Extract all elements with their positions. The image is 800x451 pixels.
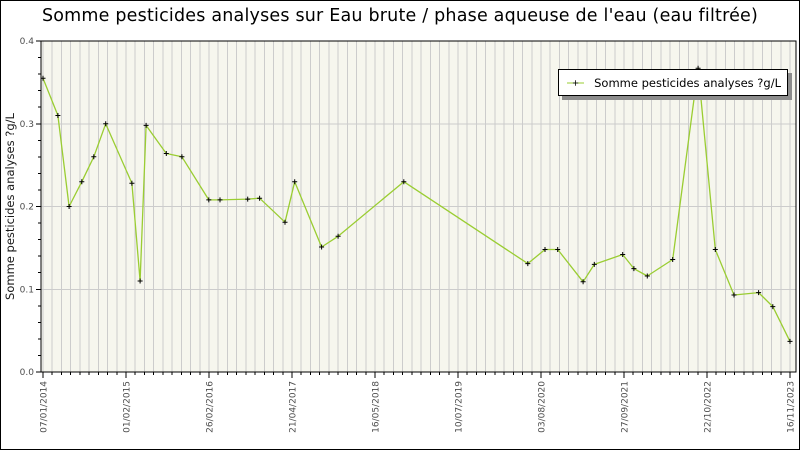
y-axis-label: Somme pesticides analyses ?g/L <box>3 112 17 299</box>
legend: Somme pesticides analyses ?g/L <box>558 69 788 96</box>
data-point-marker <box>631 266 637 272</box>
data-point-marker <box>103 121 109 127</box>
x-tick-label: 22/10/2022 <box>704 381 714 433</box>
y-tick-label: 0.2 <box>20 203 34 213</box>
data-point-marker <box>91 154 97 160</box>
data-point-marker <box>129 180 135 186</box>
y-tick-label: 0.3 <box>20 120 34 130</box>
data-point-marker <box>770 304 776 310</box>
data-point-marker <box>580 279 586 285</box>
data-point-marker <box>55 113 61 118</box>
data-point-marker <box>282 219 288 225</box>
data-point-marker <box>525 261 531 267</box>
data-point-marker <box>292 179 298 185</box>
y-tick-label: 0.4 <box>20 37 35 47</box>
data-point-marker <box>756 290 762 296</box>
x-tick-label: 03/08/2020 <box>538 381 548 433</box>
x-tick-label: 26/02/2016 <box>206 381 216 433</box>
data-point-marker <box>401 179 407 185</box>
data-point-marker <box>206 197 212 203</box>
y-tick-label: 0.1 <box>20 285 34 295</box>
data-point-marker <box>137 278 143 284</box>
data-point-marker <box>542 247 548 252</box>
data-point-marker <box>163 151 169 156</box>
x-tick-label: 16/05/2018 <box>372 381 382 433</box>
data-point-marker <box>143 122 149 128</box>
data-point-marker <box>217 197 223 203</box>
x-tick-label: 07/01/2014 <box>40 381 50 433</box>
data-point-marker <box>66 204 72 209</box>
data-point-marker <box>670 257 676 262</box>
data-point-marker <box>319 244 325 250</box>
x-tick-label: 27/09/2021 <box>621 381 631 433</box>
data-point-marker <box>79 179 85 185</box>
data-point-marker <box>712 247 718 252</box>
x-tick-label: 16/11/2023 <box>787 381 797 433</box>
plot-frame <box>40 40 797 373</box>
data-point-marker <box>245 196 251 202</box>
series-marker-icon <box>567 79 585 86</box>
x-tick-label: 21/04/2017 <box>289 381 299 433</box>
x-tick-label: 10/07/2019 <box>455 381 465 433</box>
data-point-marker <box>40 75 46 81</box>
data-point-marker <box>179 154 185 160</box>
data-point-marker <box>731 292 737 298</box>
data-point-marker <box>620 252 626 257</box>
data-point-marker <box>787 338 793 344</box>
y-tick-label: 0.0 <box>20 368 35 378</box>
x-tick-label: 01/02/2015 <box>123 381 133 433</box>
chart-title: Somme pesticides analyses sur Eau brute … <box>41 6 759 26</box>
data-point-marker <box>257 195 263 201</box>
data-point-marker <box>644 273 650 279</box>
data-point-marker <box>555 247 561 252</box>
data-point-marker <box>591 261 597 267</box>
data-point-marker <box>335 233 341 239</box>
legend-label: Somme pesticides analyses ?g/L <box>594 75 781 90</box>
